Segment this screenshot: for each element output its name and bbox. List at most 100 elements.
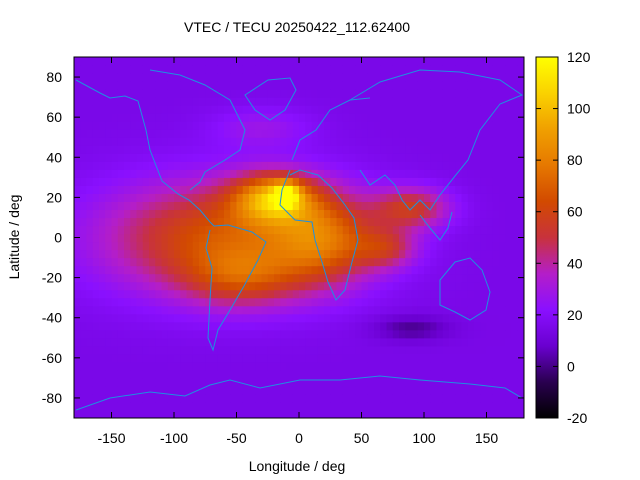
heatmap-cell [292, 225, 300, 235]
heatmap-cell [161, 305, 169, 315]
heatmap-cell [442, 281, 450, 291]
heatmap-cell [342, 393, 350, 403]
heatmap-cell [505, 329, 513, 339]
heatmap-cell [267, 361, 275, 371]
heatmap-cell [186, 409, 194, 418]
heatmap-cell [149, 169, 156, 178]
heatmap-cell [117, 121, 125, 130]
heatmap-cell [111, 409, 119, 418]
heatmap-cell [299, 393, 306, 403]
heatmap-cell [317, 353, 325, 363]
heatmap-cell [392, 273, 400, 283]
heatmap-cell [92, 209, 100, 219]
heatmap-cell [280, 105, 288, 114]
heatmap-cell [486, 297, 494, 307]
heatmap-cell [511, 289, 519, 299]
heatmap-cell [242, 217, 250, 227]
heatmap-cell [367, 121, 375, 130]
heatmap-cell [167, 185, 175, 194]
heatmap-cell [286, 153, 294, 162]
heatmap-cell [361, 73, 369, 82]
heatmap-cell [167, 393, 175, 403]
heatmap-cell [180, 81, 188, 90]
heatmap-cell [167, 385, 175, 395]
heatmap-cell [480, 281, 488, 291]
heatmap-cell [424, 89, 431, 98]
heatmap-cell [330, 297, 338, 307]
heatmap-cell [124, 385, 131, 395]
heatmap-cell [292, 369, 300, 379]
heatmap-cell [74, 129, 81, 138]
heatmap-cell [474, 257, 481, 267]
heatmap-cell [317, 145, 325, 154]
heatmap-cell [292, 337, 300, 347]
heatmap-cell [430, 225, 438, 235]
heatmap-cell [355, 65, 363, 74]
heatmap-cell [174, 321, 181, 331]
heatmap-cell [99, 161, 106, 170]
heatmap-cell [205, 305, 213, 315]
heatmap-cell [136, 57, 144, 66]
heatmap-cell [124, 369, 131, 379]
y-tick-label: 60 [46, 109, 62, 125]
heatmap-cell [499, 305, 506, 315]
heatmap-cell [411, 361, 419, 371]
heatmap-cell [199, 209, 206, 219]
heatmap-cell [224, 57, 231, 66]
heatmap-cell [505, 209, 513, 219]
heatmap-cell [180, 241, 188, 251]
heatmap-cell [180, 145, 188, 154]
heatmap-cell [492, 185, 500, 194]
heatmap-cell [411, 65, 419, 74]
heatmap-cell [417, 361, 425, 371]
heatmap-cell [249, 169, 256, 178]
heatmap-cell [174, 121, 181, 130]
heatmap-cell [242, 249, 250, 259]
heatmap-cell [117, 193, 125, 202]
heatmap-cell [505, 97, 513, 106]
heatmap-cell [267, 321, 275, 331]
heatmap-cell [224, 185, 231, 194]
heatmap-cell [174, 161, 181, 170]
heatmap-cell [317, 281, 325, 291]
heatmap-cell [130, 161, 138, 170]
heatmap-cell [511, 233, 519, 243]
heatmap-cell [80, 305, 88, 315]
heatmap-cell [280, 153, 288, 162]
heatmap-cell [399, 289, 406, 299]
heatmap-cell [130, 409, 138, 418]
heatmap-cell [180, 289, 188, 299]
heatmap-cell [299, 89, 306, 98]
heatmap-cell [267, 385, 275, 395]
heatmap-cell [324, 225, 331, 235]
heatmap-cell [336, 137, 344, 146]
heatmap-cell [267, 177, 275, 186]
heatmap-cell [399, 257, 406, 267]
heatmap-cell [99, 145, 106, 154]
heatmap-cell [186, 353, 194, 363]
heatmap-cell [186, 217, 194, 227]
heatmap-cell [461, 401, 469, 411]
heatmap-cell [442, 345, 450, 355]
heatmap-cell [92, 249, 100, 259]
heatmap-cell [199, 177, 206, 186]
heatmap-cell [492, 121, 500, 130]
heatmap-cell [330, 265, 338, 275]
heatmap-cell [455, 289, 463, 299]
heatmap-cell [111, 273, 119, 283]
heatmap-cell [205, 385, 213, 395]
heatmap-cell [124, 209, 131, 219]
heatmap-cell [111, 209, 119, 219]
heatmap-cell [417, 409, 425, 418]
heatmap-cell [224, 89, 231, 98]
heatmap-cell [505, 145, 513, 154]
heatmap-cell [105, 409, 113, 418]
heatmap-cell [386, 201, 394, 211]
heatmap-cell [117, 169, 125, 178]
heatmap-cell [255, 129, 263, 138]
heatmap-cell [80, 97, 88, 106]
heatmap-cell [217, 257, 225, 267]
heatmap-cell [480, 89, 488, 98]
heatmap-cell [267, 289, 275, 299]
heatmap-cell [155, 393, 163, 403]
